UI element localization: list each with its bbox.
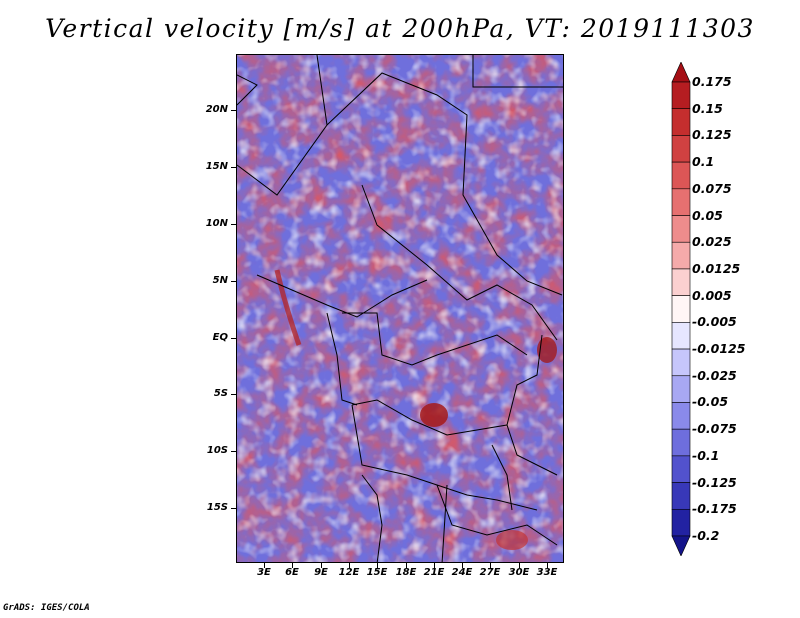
colorbar-swatch <box>671 482 691 510</box>
vertical-velocity-field <box>237 55 563 562</box>
lat-label-5s: 5S <box>213 388 228 399</box>
colorbar-label: -0.2 <box>692 528 720 543</box>
lat-tick <box>231 167 236 168</box>
colorbar-swatch <box>671 241 691 270</box>
footer-credit: GrADS: IGES/COLA <box>3 603 90 613</box>
lat-tick <box>231 451 236 452</box>
colorbar-label: 0.0125 <box>692 260 741 276</box>
lon-label-18e: 18E <box>395 567 417 578</box>
lat-tick <box>231 394 236 395</box>
colorbar-label: -0.025 <box>692 367 737 383</box>
colorbar-label: -0.005 <box>692 314 737 330</box>
colorbar-swatch <box>671 322 691 350</box>
colorbar-swatch <box>671 215 691 243</box>
lat-label-20n: 20N <box>205 104 228 115</box>
colorbar-label: -0.05 <box>692 394 729 410</box>
lon-label-30e: 30E <box>508 567 530 578</box>
lon-tick <box>547 563 548 568</box>
lat-tick <box>231 281 236 282</box>
colorbar-swatch <box>671 268 691 296</box>
colorbar <box>671 62 691 556</box>
lat-tick <box>231 338 236 339</box>
lon-label-3e: 3E <box>257 567 271 578</box>
colorbar-label: 0.1 <box>692 154 715 170</box>
colorbar-swatch <box>671 428 691 457</box>
lon-label-33e: 33E <box>536 567 558 578</box>
lon-label-6e: 6E <box>285 567 299 578</box>
map-panel <box>236 54 564 563</box>
lon-tick <box>349 563 350 568</box>
colorbar-label: -0.075 <box>692 421 737 437</box>
colorbar-label: 0.005 <box>692 287 732 303</box>
lon-tick <box>462 563 463 568</box>
lat-label-15n: 15N <box>205 161 228 172</box>
lon-label-15e: 15E <box>366 567 388 578</box>
lon-tick <box>321 563 322 568</box>
colorbar-label: 0.15 <box>692 100 723 116</box>
lon-label-12e: 12E <box>338 567 360 578</box>
colorbar-label: 0.075 <box>692 180 732 196</box>
lon-tick <box>292 563 293 568</box>
colorbar-swatch <box>671 508 691 537</box>
colorbar-swatch <box>671 375 691 403</box>
colorbar-swatch <box>671 81 691 110</box>
lat-label-eq: EQ <box>212 332 228 343</box>
colorbar-swatch <box>671 402 691 430</box>
colorbar-swatch <box>671 535 691 556</box>
lat-label-10n: 10N <box>205 218 228 229</box>
lon-tick <box>264 563 265 568</box>
lon-tick <box>434 563 435 568</box>
colorbar-swatch <box>671 295 691 323</box>
lat-tick <box>231 110 236 111</box>
colorbar-label: -0.175 <box>692 501 737 517</box>
colorbar-label: -0.1 <box>692 447 720 463</box>
colorbar-swatch <box>671 188 691 216</box>
lat-tick <box>231 508 236 509</box>
colorbar-label: 0.175 <box>692 74 732 89</box>
lon-tick <box>519 563 520 568</box>
lat-label-15s: 15S <box>206 502 228 513</box>
lat-label-5n: 5N <box>212 275 228 286</box>
colorbar-swatch <box>671 62 691 83</box>
lon-label-21e: 21E <box>423 567 445 578</box>
colorbar-swatch <box>671 135 691 163</box>
lon-label-9e: 9E <box>314 567 328 578</box>
colorbar-label: -0.125 <box>692 474 737 490</box>
lat-tick <box>231 224 236 225</box>
lon-tick <box>406 563 407 568</box>
colorbar-swatch <box>671 348 691 377</box>
lon-tick <box>490 563 491 568</box>
colorbar-swatches <box>671 62 691 556</box>
colorbar-label: -0.0125 <box>692 341 746 357</box>
chart-title: Vertical velocity [m/s] at 200hPa, VT: 2… <box>45 14 755 43</box>
colorbar-swatch <box>671 108 691 136</box>
colorbar-swatch <box>671 455 691 483</box>
lat-label-10s: 10S <box>206 445 228 456</box>
lon-label-24e: 24E <box>451 567 473 578</box>
colorbar-swatch <box>671 161 691 190</box>
lon-label-27e: 27E <box>479 567 501 578</box>
lon-tick <box>377 563 378 568</box>
colorbar-label: 0.05 <box>692 207 723 223</box>
colorbar-label: 0.125 <box>692 127 732 143</box>
colorbar-label: 0.025 <box>692 234 732 250</box>
